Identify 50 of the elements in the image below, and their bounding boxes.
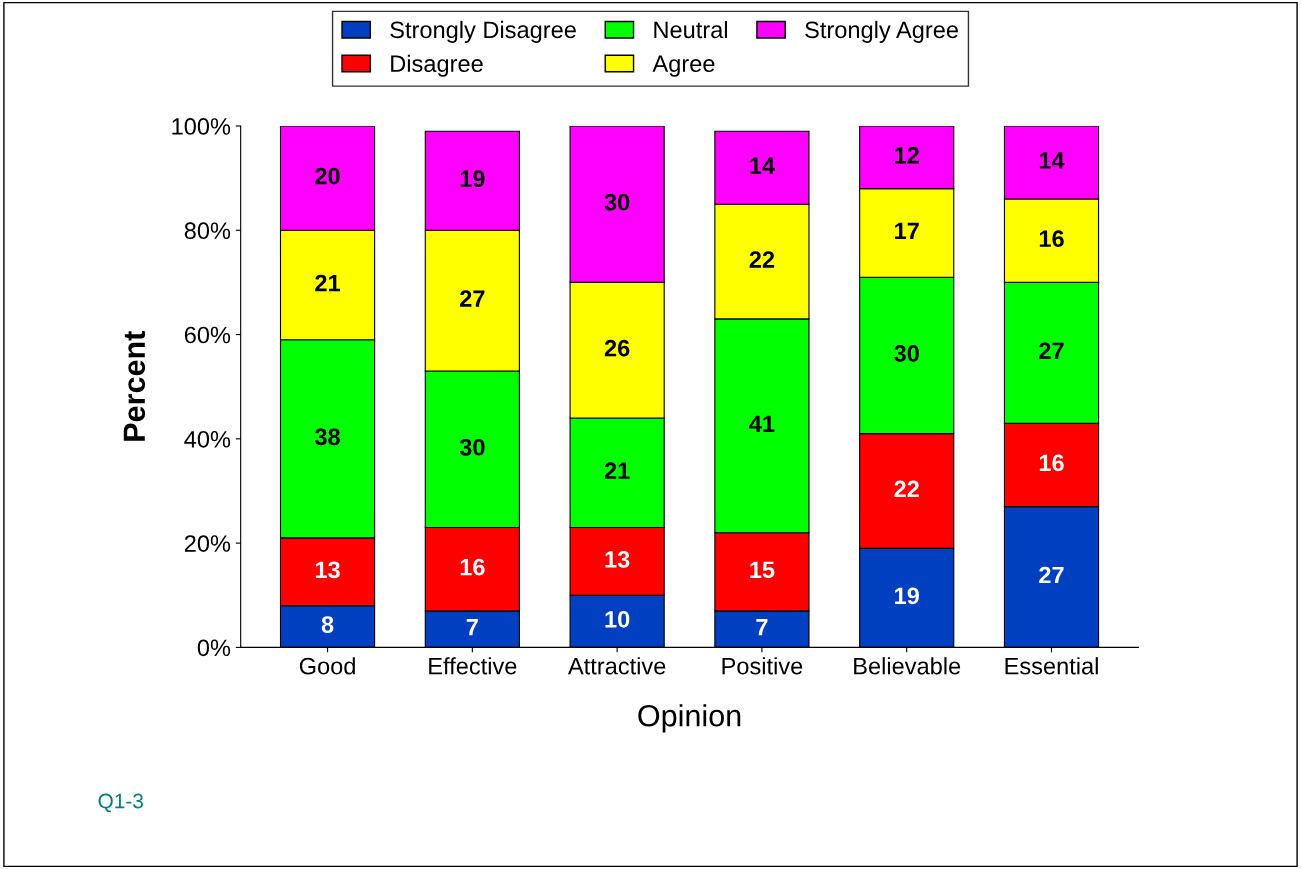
text: Q1-3 (98, 793, 143, 813)
x-tick-label: Positive (722, 657, 803, 675)
data-label: 12 (895, 146, 919, 164)
y-tick-label: 0% (197, 639, 231, 657)
data-label: 19 (895, 587, 919, 605)
data-label: 20 (315, 167, 340, 185)
y-axis-title: Percent (123, 331, 146, 441)
data-label: 21 (604, 462, 630, 479)
legend-label: Agree (652, 55, 715, 77)
data-label: 38 (314, 428, 340, 446)
data-label: 30 (894, 345, 919, 362)
legend-label: Disagree (391, 54, 483, 77)
data-label: 27 (1039, 566, 1064, 584)
data-label: 15 (750, 561, 775, 579)
data-label: 27 (1039, 342, 1064, 359)
data-label: 26 (604, 339, 630, 357)
data-label: 16 (460, 558, 485, 576)
x-tick-label: Good (299, 657, 355, 675)
data-label: 16 (1039, 454, 1064, 472)
data-label: 21 (315, 274, 341, 292)
y-tick-label: 100% (172, 118, 231, 135)
legend-label: Neutral (654, 20, 727, 39)
data-label: 13 (315, 561, 340, 579)
data-label: 17 (895, 222, 919, 239)
data-label: 10 (605, 610, 630, 628)
data-label: 7 (756, 619, 768, 636)
x-tick-label: Effective (429, 657, 517, 675)
data-label: 8 (321, 616, 334, 633)
y-tick-label: 20% (184, 535, 231, 552)
x-tick-label: Essential (1005, 657, 1098, 675)
y-tick-label: 40% (184, 430, 231, 448)
data-label: 14 (1039, 152, 1065, 169)
data-label: 22 (894, 480, 919, 498)
data-label: 30 (604, 193, 630, 211)
legend-label: Strongly Agree (805, 20, 958, 43)
data-label: 22 (749, 251, 775, 268)
x-axis-title: Opinion (638, 704, 741, 733)
data-label: 14 (750, 157, 775, 174)
data-label: 19 (460, 170, 485, 188)
data-label: 30 (459, 438, 485, 456)
legend-label: Strongly Disagree (390, 20, 576, 43)
y-tick-label: 80% (184, 222, 231, 240)
data-label: 41 (749, 415, 775, 432)
data-label: 16 (1039, 230, 1064, 248)
y-tick-label: 60% (184, 326, 231, 344)
data-label: 7 (466, 619, 478, 636)
x-tick-label: Believable (854, 657, 961, 675)
data-label: 13 (605, 550, 630, 568)
x-tick-label: Attractive (567, 657, 666, 675)
data-label: 27 (460, 290, 485, 307)
